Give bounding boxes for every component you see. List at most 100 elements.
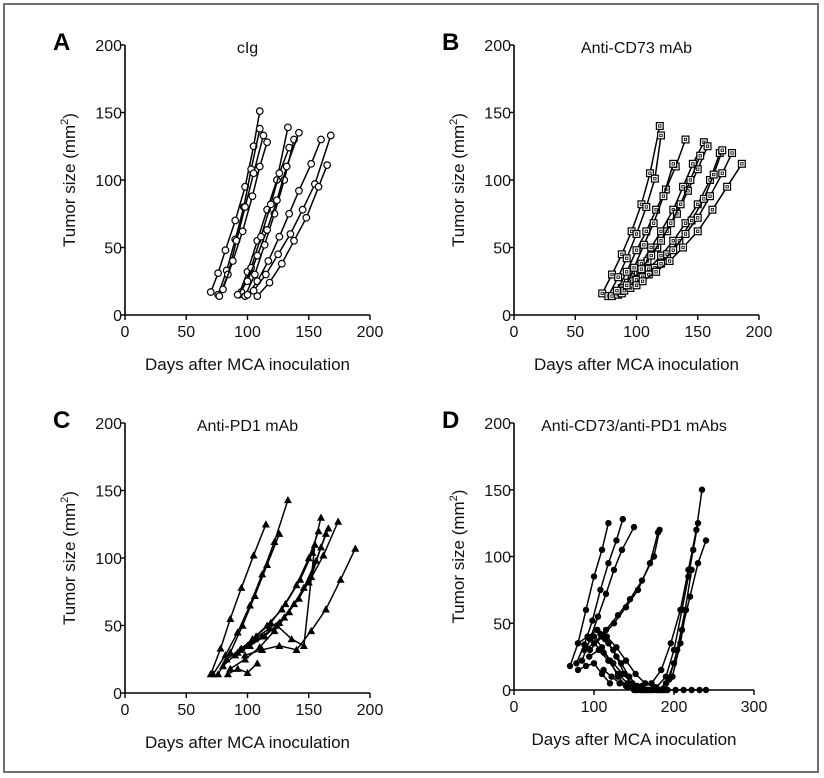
data-point [630,263,639,272]
x-tick-label: 150 [295,702,322,719]
data-point [616,680,623,687]
series-3 [214,529,284,678]
data-point [638,577,646,584]
data-point [255,107,264,116]
data-point [677,640,684,647]
y-axis-label-text: Tumor size (mm [60,125,79,247]
data-point [264,257,273,265]
y-tick-label: 150 [95,106,122,123]
data-point-inner [644,205,648,209]
series-9 [243,135,325,299]
y-axis-label: Tumor size (mm2) [448,490,468,624]
series-5 [590,526,663,647]
data-point [702,537,710,544]
y-tick-label: 200 [484,38,511,55]
data-point [608,673,615,680]
series-11 [253,161,332,301]
data-point [728,149,737,158]
y-axis-label-text: Tumor size (mm [60,503,79,625]
data-point [258,570,267,578]
data-point [216,644,225,652]
data-point [718,146,727,155]
data-point [650,174,659,183]
data-point-inner [720,148,724,152]
x-axis-label: Days after MCA inoculation [534,355,739,374]
panel-d: D Anti-CD73/anti-PD1 mAbs 0 100 200 300 0 50 100… [442,407,767,749]
data-point [639,240,648,249]
data-point [682,606,690,614]
series-13 [574,660,614,687]
panel-title: Anti-PD1 mAb [197,418,298,435]
panel-letter: B [442,29,459,56]
data-point-inner [616,275,620,279]
data-point [658,666,665,674]
data-point [621,670,628,678]
data-point [690,546,697,554]
data-point [304,554,313,562]
data-point [253,292,262,301]
y-tick-label: 0 [502,683,511,700]
series-8 [236,524,333,653]
series-3 [578,523,638,664]
data-point [206,288,215,296]
y-tick-label: 100 [484,173,511,190]
data-point [266,618,275,626]
data-point [307,626,316,635]
y-axis-label-superscript: 2 [448,495,460,501]
data-point-inner [622,289,626,293]
data-point [574,666,582,674]
data-point [295,186,303,195]
data-point-inner [705,144,710,148]
y-tick-label: 0 [113,308,122,325]
series-4 [219,138,272,294]
y-axis-label-close: ) [60,491,79,497]
data-point [688,566,695,574]
series-9 [638,159,746,286]
data-point [681,135,690,144]
data-point-inner [649,253,653,258]
data-point [632,686,639,694]
data-point-inner [659,133,663,138]
data-point [629,681,636,688]
series-8 [233,128,303,299]
data-point [606,680,614,687]
y-axis-label-superscript: 2 [59,119,71,125]
data-point [598,670,606,678]
series-11 [622,159,678,290]
data-point [270,626,279,635]
data-point-inner [667,259,672,263]
data-point [617,250,626,259]
data-point [253,251,262,260]
data-point [255,162,264,171]
data-point [681,230,690,239]
series-line [240,147,290,293]
data-point [613,653,620,660]
data-point-inner [669,221,673,225]
data-point [598,644,606,651]
data-point [693,213,702,222]
x-tick-label: 150 [295,324,322,341]
data-point [709,170,718,179]
data-point-inner [720,171,724,175]
data-point [281,599,290,608]
data-point-inner [641,279,645,283]
data-point [299,641,308,649]
data-point-inner [708,194,712,198]
y-tick-label: 150 [484,106,511,123]
data-point [594,613,602,620]
data-point [581,641,588,648]
y-tick-label: 100 [484,550,511,567]
x-tick-label: 0 [121,324,130,341]
data-point-inner [625,270,629,274]
data-point-inner [712,172,716,177]
x-tick-label: 0 [510,324,519,341]
data-point [718,169,727,178]
data-point [680,686,687,694]
data-point [645,169,654,178]
data-point [250,591,259,599]
data-point [351,544,360,552]
data-point [666,219,675,228]
data-point [319,551,328,559]
series-line [239,528,330,651]
data-point [219,285,227,294]
